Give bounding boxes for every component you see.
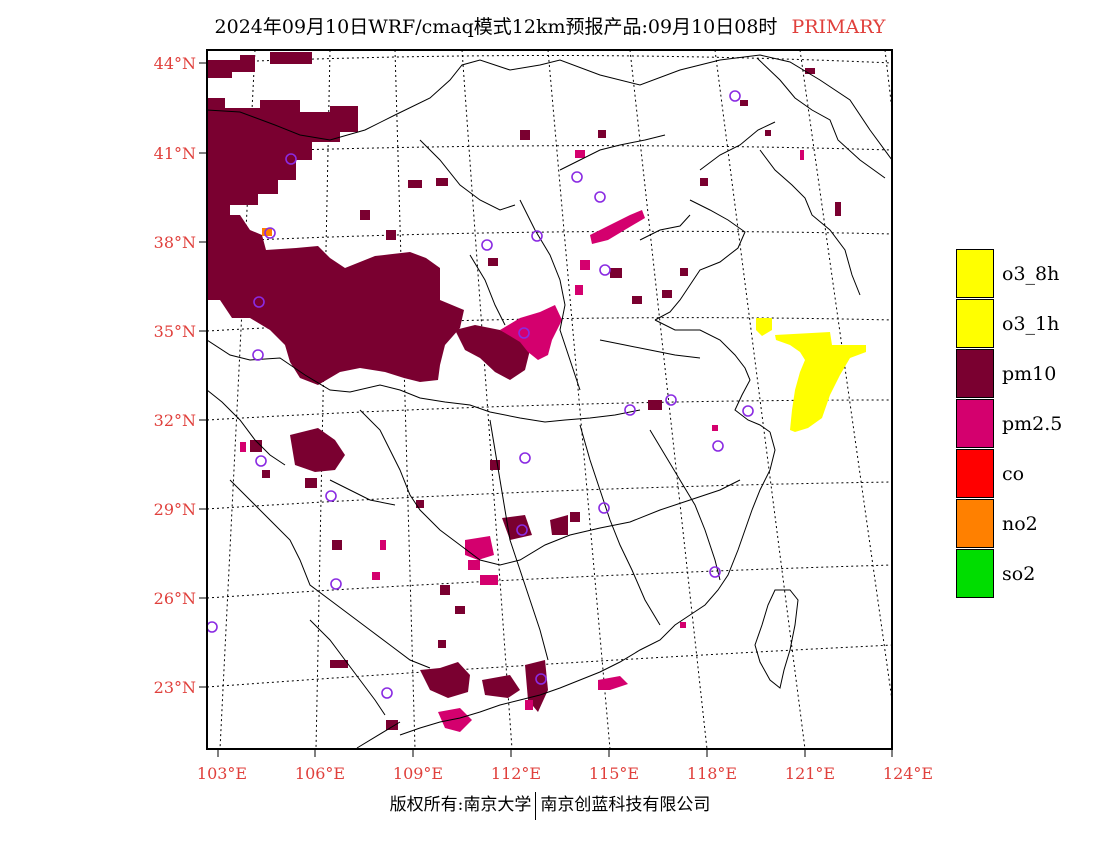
circle-marker bbox=[535, 673, 547, 685]
pm25-field bbox=[240, 150, 804, 732]
circle-marker bbox=[709, 566, 721, 578]
map-frame bbox=[206, 49, 893, 750]
legend-label: o3_1h bbox=[1002, 313, 1060, 335]
circle-marker bbox=[325, 490, 337, 502]
copyright-right: 南京创蓝科技有限公司 bbox=[540, 795, 711, 815]
lon-label: 106°E bbox=[294, 764, 346, 783]
lat-label: 26°N bbox=[153, 589, 196, 608]
circle-marker bbox=[519, 452, 531, 464]
o3-field bbox=[756, 318, 866, 432]
lon-label: 121°E bbox=[784, 764, 836, 783]
station-markers bbox=[207, 90, 754, 699]
title-tag: PRIMARY bbox=[791, 16, 886, 38]
legend-swatch bbox=[956, 549, 994, 598]
lat-label: 35°N bbox=[153, 322, 196, 341]
circle-marker bbox=[665, 394, 677, 406]
lon-label: 124°E bbox=[882, 764, 934, 783]
circle-marker bbox=[598, 502, 610, 514]
circle-marker bbox=[571, 171, 583, 183]
lon-label: 109°E bbox=[392, 764, 444, 783]
legend-item-pm25: pm2.5 bbox=[956, 399, 1062, 449]
circle-marker bbox=[518, 327, 530, 339]
circle-marker bbox=[252, 349, 264, 361]
circle-marker bbox=[381, 687, 393, 699]
circle-marker bbox=[594, 191, 606, 203]
circle-marker bbox=[253, 296, 265, 308]
no2-patch bbox=[262, 228, 272, 236]
legend-swatch bbox=[956, 499, 994, 548]
lat-label: 29°N bbox=[153, 500, 196, 519]
circle-marker bbox=[264, 227, 276, 239]
lat-label: 32°N bbox=[153, 411, 196, 430]
legend-item-o3-1h: o3_1h bbox=[956, 299, 1059, 349]
pm10-field bbox=[207, 52, 841, 730]
legend-swatch bbox=[956, 399, 994, 448]
copyright-left: 版权所有:南京大学 bbox=[389, 795, 532, 815]
legend-swatch bbox=[956, 349, 994, 398]
legend-swatch bbox=[956, 449, 994, 498]
map-title: 2024年09月10日WRF/cmaq模式12km预报产品:09月10日08时 P… bbox=[0, 12, 1100, 39]
lon-label: 103°E bbox=[196, 764, 248, 783]
circle-marker bbox=[516, 524, 528, 536]
boundaries bbox=[207, 54, 892, 749]
legend-label: o3_8h bbox=[1002, 263, 1060, 285]
legend-item-no2: no2 bbox=[956, 499, 1038, 549]
legend-item-pm10: pm10 bbox=[956, 349, 1056, 399]
legend-label: pm2.5 bbox=[1002, 413, 1063, 435]
lat-label: 23°N bbox=[153, 678, 196, 697]
circle-marker bbox=[729, 90, 741, 102]
circle-marker bbox=[712, 440, 724, 452]
lat-label: 44°N bbox=[153, 54, 196, 73]
circle-marker bbox=[599, 264, 611, 276]
legend-item-o3-8h: o3_8h bbox=[956, 249, 1059, 299]
legend-swatch bbox=[956, 249, 994, 298]
circle-marker bbox=[285, 153, 297, 165]
legend-label: co bbox=[1002, 463, 1025, 485]
title-main: 2024年09月10日WRF/cmaq模式12km预报产品:09月10日08时 bbox=[214, 16, 778, 38]
lat-label: 41°N bbox=[153, 144, 196, 163]
lon-label: 115°E bbox=[588, 764, 640, 783]
legend: o3_8h o3_1h pm10 pm2.5 co no2 so2 bbox=[956, 249, 1062, 599]
circle-marker bbox=[624, 404, 636, 416]
copyright-footer: 版权所有:南京大学 南京创蓝科技有限公司 bbox=[0, 790, 1100, 820]
circle-marker bbox=[255, 455, 267, 467]
axis-ticks bbox=[199, 62, 893, 757]
circle-marker bbox=[742, 405, 754, 417]
legend-item-so2: so2 bbox=[956, 549, 1035, 599]
circle-marker bbox=[330, 578, 342, 590]
footer-divider bbox=[535, 791, 537, 820]
lon-label: 112°E bbox=[490, 764, 542, 783]
lon-label: 118°E bbox=[686, 764, 738, 783]
legend-label: no2 bbox=[1002, 513, 1038, 535]
legend-label: so2 bbox=[1002, 563, 1036, 585]
legend-label: pm10 bbox=[1002, 363, 1057, 385]
lat-label: 38°N bbox=[153, 233, 196, 252]
circle-marker bbox=[481, 239, 493, 251]
legend-swatch bbox=[956, 299, 994, 348]
circle-marker bbox=[531, 230, 543, 242]
legend-item-co: co bbox=[956, 449, 1024, 499]
circle-marker bbox=[207, 621, 218, 633]
